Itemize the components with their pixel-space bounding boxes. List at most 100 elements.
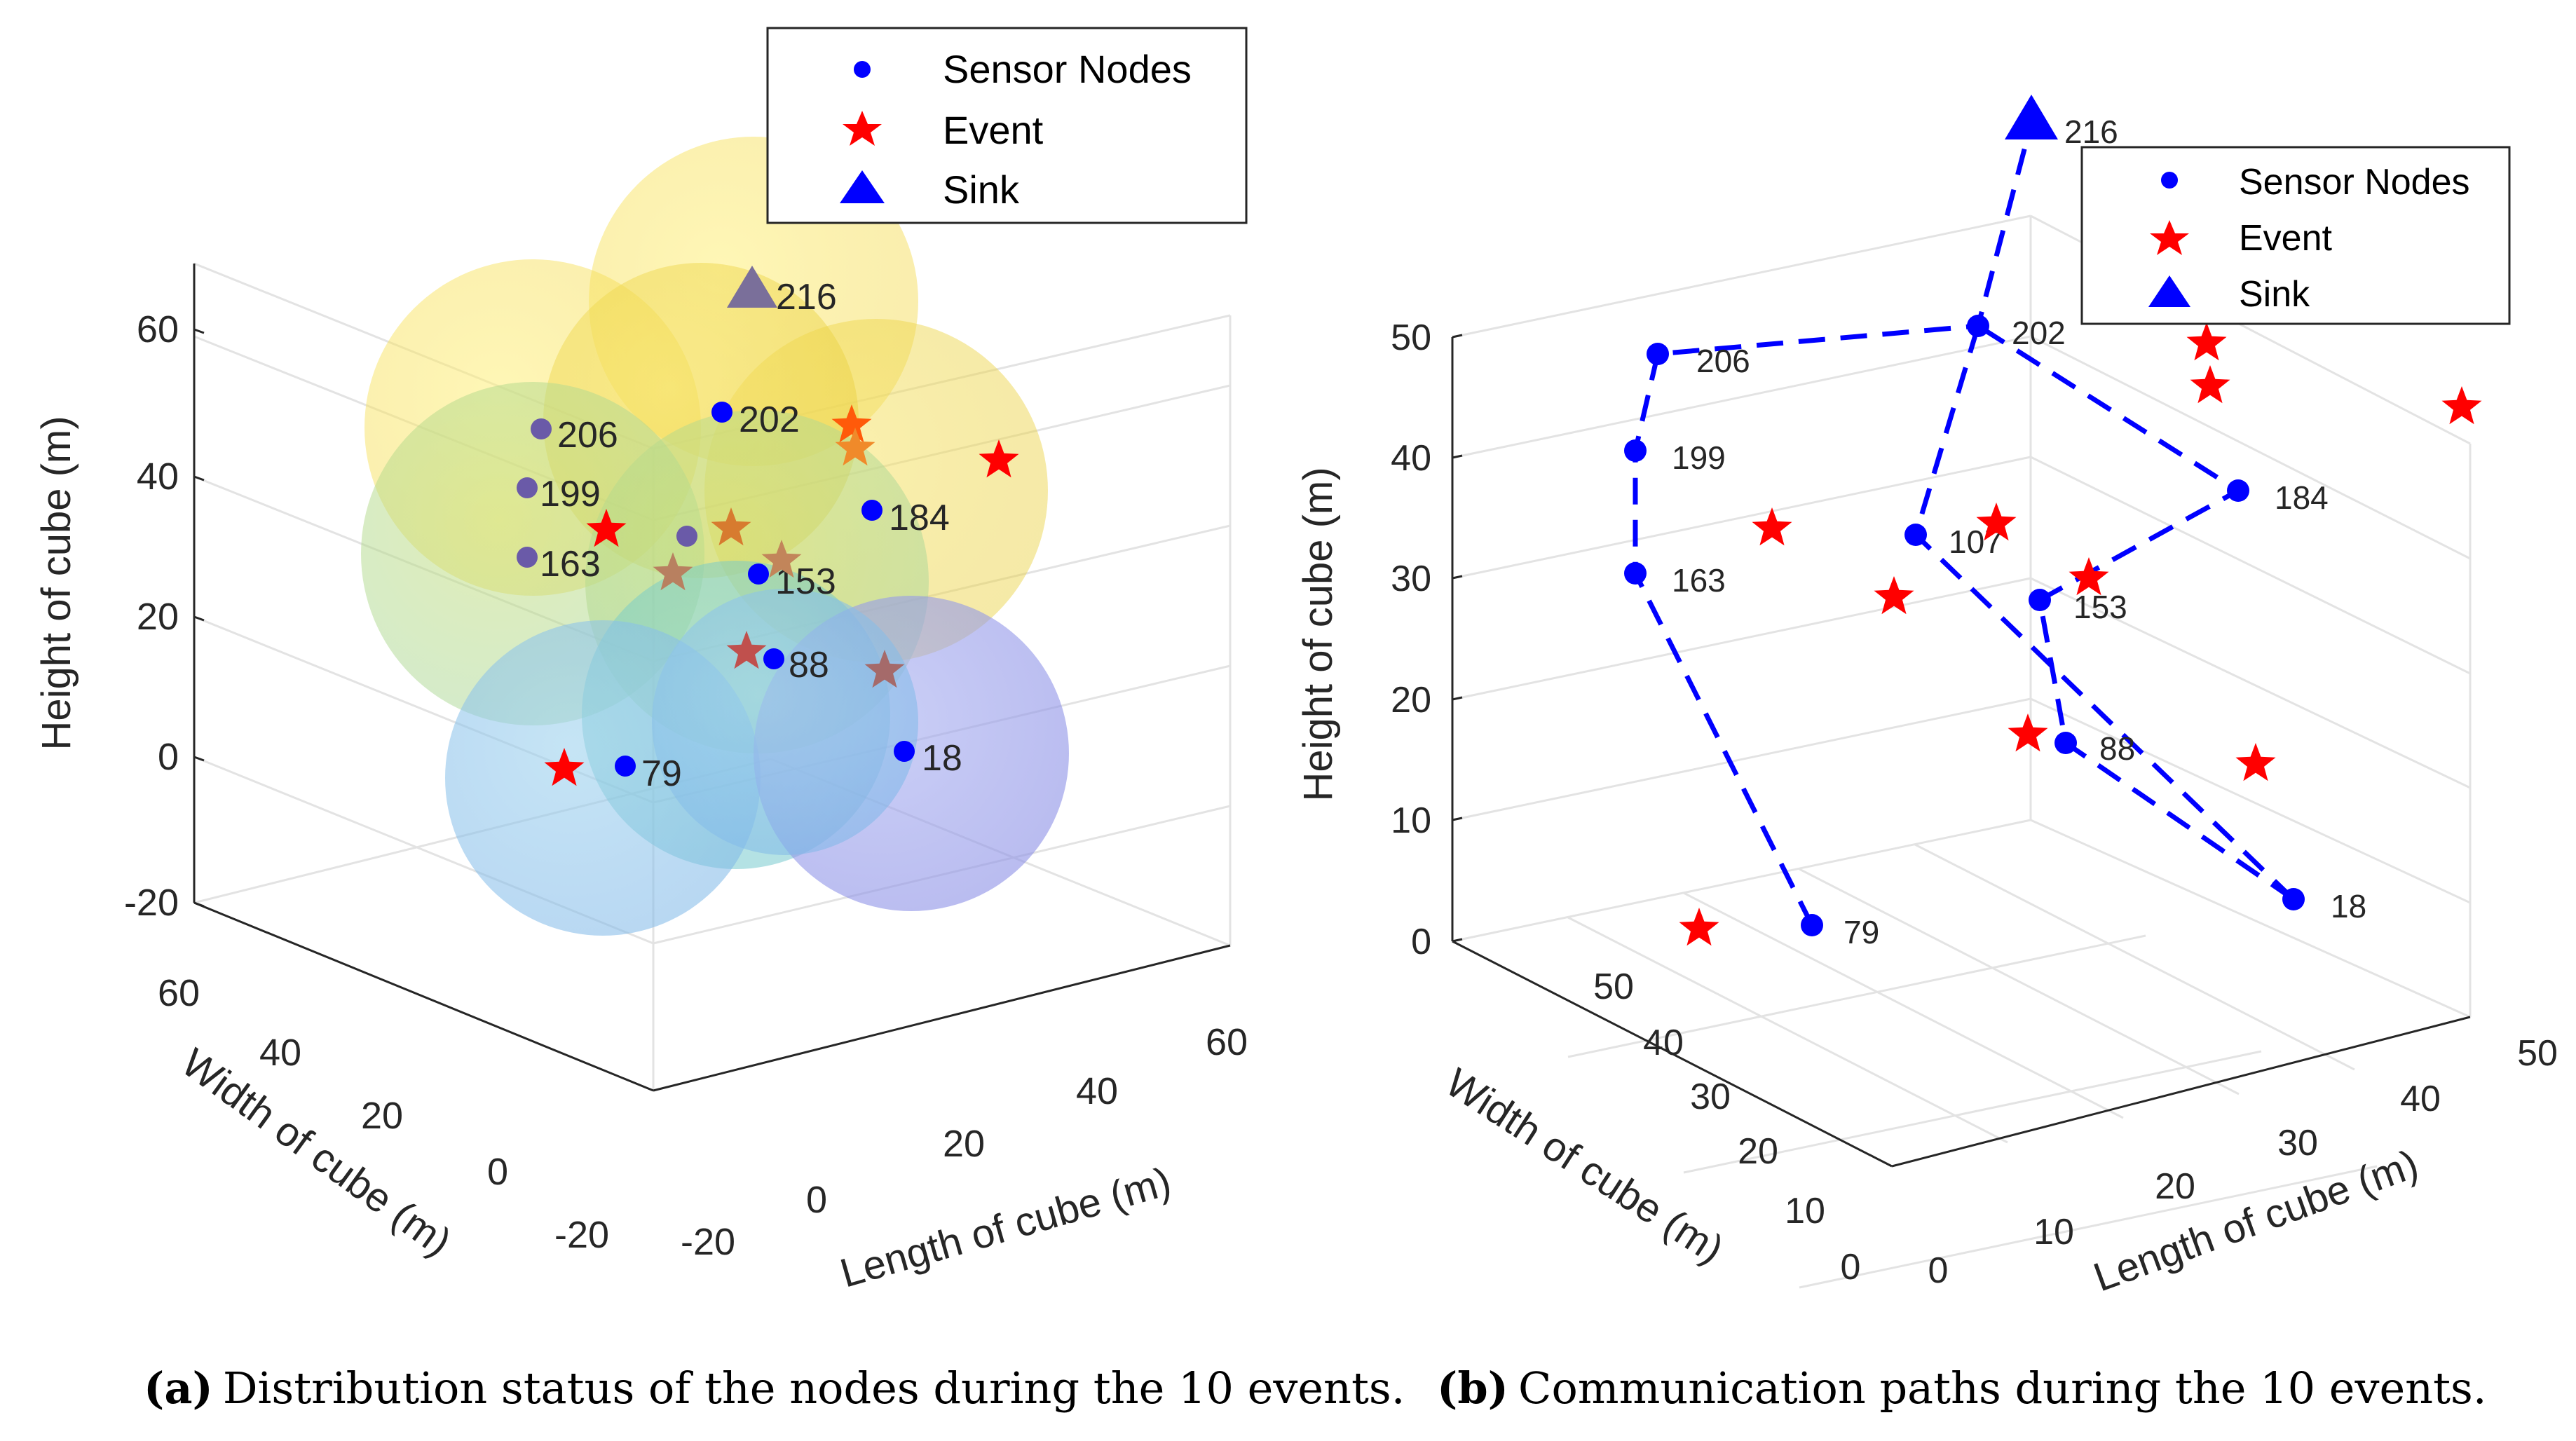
z-tick-label: 60 bbox=[137, 308, 179, 350]
node-marker bbox=[1624, 562, 1647, 585]
panel-b-z-label: Height of cube (m) bbox=[1295, 467, 1341, 801]
z-tick-mark bbox=[1452, 817, 1463, 821]
event-marker bbox=[711, 507, 751, 546]
y-tick-label: 50 bbox=[1593, 967, 1634, 1007]
z-tick-mark bbox=[1452, 454, 1463, 459]
x-tick-label: -20 bbox=[681, 1221, 735, 1263]
x-tick-label: 30 bbox=[2277, 1123, 2318, 1163]
event-marker bbox=[2190, 365, 2230, 404]
node-label: 163 bbox=[540, 544, 601, 585]
node-marker bbox=[711, 402, 732, 423]
x-tick-label: 10 bbox=[2033, 1212, 2074, 1252]
y-tick-label: 40 bbox=[1643, 1023, 1684, 1063]
legend-event: Event bbox=[943, 108, 1044, 152]
legend-event-marker bbox=[843, 111, 882, 146]
legend-sink-marker bbox=[840, 170, 885, 203]
event-marker bbox=[831, 404, 872, 443]
event-marker bbox=[2235, 743, 2276, 781]
event-marker bbox=[726, 631, 767, 669]
node-marker bbox=[748, 564, 769, 585]
event-marker bbox=[2008, 713, 2048, 752]
coverage-spheres bbox=[361, 137, 1069, 936]
node-marker bbox=[1801, 914, 1823, 936]
svg-text:(a)Distribution status of the: (a) Distribution status of the nodes duri… bbox=[144, 1363, 1405, 1414]
z-tick-mark bbox=[1452, 696, 1463, 701]
z-tick-mark bbox=[193, 328, 205, 334]
node-marker bbox=[1967, 315, 1989, 337]
panel-a-z-label: Height of cube (m) bbox=[34, 416, 79, 750]
node-marker bbox=[2029, 589, 2051, 611]
coverage-sphere bbox=[652, 589, 918, 855]
panel-a-x-label: Length of cube (m) bbox=[836, 1159, 1176, 1297]
panel-a: -20 0 20 40 60 -20 0 20 40 60 -20 0 20 40 60 Height … bbox=[34, 27, 1248, 1297]
caption-a-text: Distribution status of the nodes during … bbox=[223, 1363, 1405, 1414]
z-tick-mark bbox=[193, 615, 205, 622]
panel-b-y-label: Width of cube (m) bbox=[1438, 1060, 1731, 1273]
event-marker bbox=[2069, 557, 2109, 596]
node-label: 216 bbox=[2064, 114, 2118, 150]
legend-event: Event bbox=[2239, 218, 2333, 259]
z-tick-label: 20 bbox=[137, 596, 179, 638]
caption-b-text: Communication paths during the 10 events… bbox=[1518, 1363, 2487, 1414]
z-tick-label: 10 bbox=[1391, 800, 1431, 841]
sink-marker bbox=[2005, 95, 2058, 139]
caption-b-letter: (b) bbox=[1437, 1363, 1508, 1414]
z-tick-mark bbox=[193, 475, 205, 482]
event-marker bbox=[653, 552, 693, 591]
z-tick-mark bbox=[193, 756, 205, 762]
y-tick-label: 40 bbox=[259, 1032, 301, 1074]
z-tick-label: -20 bbox=[124, 882, 179, 924]
node-label: 163 bbox=[1672, 562, 1726, 599]
x-tick-label: 0 bbox=[806, 1179, 827, 1221]
z-tick-label: 20 bbox=[1391, 680, 1431, 720]
x-tick-label: 40 bbox=[2400, 1079, 2441, 1119]
communication-path bbox=[1977, 324, 2295, 901]
x-tick-label: 40 bbox=[1076, 1070, 1118, 1112]
node-label: 79 bbox=[1844, 914, 1879, 950]
event-marker bbox=[2186, 322, 2227, 361]
node-marker bbox=[894, 741, 915, 762]
caption-a: (a) Distribution status of the nodes duri… bbox=[144, 1363, 1405, 1414]
panel-a-y-label: Width of cube (m) bbox=[173, 1039, 459, 1265]
panel-a-z-ticks: -20 0 20 40 60 bbox=[124, 308, 205, 924]
z-tick-label: 0 bbox=[158, 736, 179, 778]
node-marker bbox=[2054, 732, 2077, 754]
node-marker bbox=[763, 648, 784, 669]
y-tick-label: 10 bbox=[1785, 1191, 1825, 1231]
node-marker bbox=[615, 756, 636, 777]
z-tick-mark bbox=[1452, 938, 1463, 943]
svg-text:(b)Communication paths during: (b) Communication paths during the 10 eve… bbox=[1437, 1363, 2487, 1414]
node-label: 202 bbox=[2012, 315, 2066, 351]
node-label: 184 bbox=[2275, 479, 2329, 516]
legend-sensor-nodes: Sensor Nodes bbox=[2239, 162, 2470, 203]
event-marker bbox=[979, 439, 1019, 478]
event-marker bbox=[2441, 386, 2482, 425]
node-marker bbox=[517, 547, 538, 568]
panel-b-z-ticks: 0 10 20 30 40 50 bbox=[1391, 317, 1463, 962]
panel-b-x-ticks: 0 10 20 30 40 50 bbox=[1928, 1033, 2558, 1291]
node-label: 88 bbox=[789, 645, 829, 685]
legend-sensor-nodes: Sensor Nodes bbox=[943, 47, 1192, 91]
event-marker bbox=[544, 748, 585, 786]
legend-sink: Sink bbox=[943, 168, 1020, 212]
node-marker bbox=[861, 500, 882, 521]
sink-marker bbox=[727, 266, 777, 308]
legend-sink: Sink bbox=[2239, 274, 2310, 315]
node-marker bbox=[1624, 439, 1647, 462]
legend-event-marker bbox=[2150, 220, 2189, 255]
y-tick-label: -20 bbox=[554, 1214, 609, 1256]
z-tick-mark bbox=[193, 901, 205, 908]
z-tick-label: 50 bbox=[1391, 317, 1431, 358]
x-tick-label: 0 bbox=[1928, 1250, 1949, 1291]
x-tick-label: 20 bbox=[943, 1123, 985, 1165]
z-tick-mark bbox=[1452, 334, 1463, 339]
node-label: 18 bbox=[922, 738, 962, 779]
node-label: 18 bbox=[2331, 888, 2366, 924]
node-label: 199 bbox=[540, 474, 601, 514]
node-marker bbox=[676, 526, 697, 547]
panel-b-grid bbox=[1451, 214, 2472, 1289]
legend-node-marker bbox=[2161, 172, 2178, 189]
